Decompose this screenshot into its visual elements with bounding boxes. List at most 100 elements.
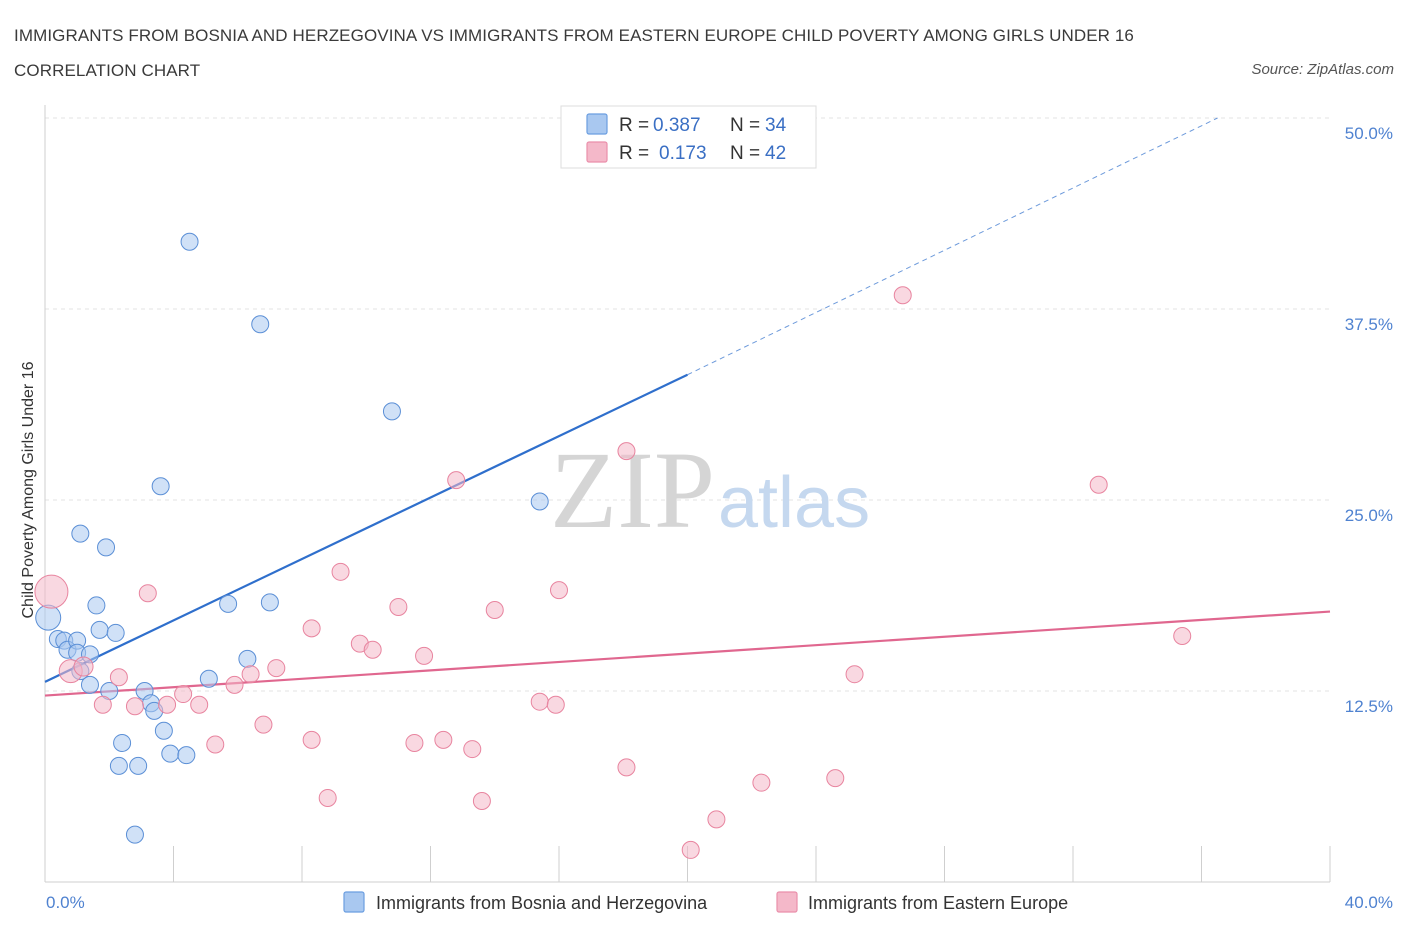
point-eastern-europe [206, 735, 225, 754]
legend-n-value-1: 34 [765, 115, 787, 136]
point-eastern-europe [530, 692, 549, 711]
trend-line-bosnia [44, 373, 688, 683]
point-eastern-europe [826, 769, 845, 788]
point-eastern-europe [174, 685, 193, 704]
point-bosnia [87, 596, 106, 615]
point-eastern-europe [318, 788, 337, 807]
point-bosnia [106, 623, 125, 642]
point-eastern-europe [138, 584, 157, 603]
legend-n-value-2: 42 [765, 143, 786, 164]
trend-line-bosnia-extrapolated [687, 117, 1218, 376]
y-tick-labels: 12.5% 25.0% 37.5% 50.0% [1345, 124, 1393, 716]
point-bosnia [251, 315, 270, 334]
y-axis-label: Child Poverty Among Girls Under 16 [20, 361, 37, 618]
y-tick-label: 37.5% [1345, 315, 1393, 334]
point-bosnia [177, 746, 196, 765]
y-tick-label: 25.0% [1345, 506, 1393, 525]
point-bosnia [260, 593, 279, 612]
legend-r-label-2: R = [619, 143, 649, 164]
legend-swatch-eastern-europe [586, 141, 608, 163]
point-bosnia [382, 402, 401, 421]
point-eastern-europe [225, 675, 244, 694]
point-bosnia [219, 594, 238, 613]
point-eastern-europe [617, 758, 636, 777]
point-eastern-europe [1173, 626, 1192, 645]
chart-title: IMMIGRANTS FROM BOSNIA AND HERZEGOVINA V… [14, 26, 1134, 80]
legend-n-label-2: N = [730, 143, 760, 164]
trend-lines [44, 117, 1331, 697]
legend-r-label-1: R = [619, 115, 649, 136]
point-eastern-europe [109, 668, 128, 687]
point-eastern-europe [158, 695, 177, 714]
point-eastern-europe [363, 640, 382, 659]
point-bosnia [35, 604, 62, 631]
point-bosnia [109, 756, 128, 775]
legend-r-value-2: 0.173 [659, 143, 707, 164]
point-eastern-europe [681, 840, 700, 859]
point-eastern-europe [405, 733, 424, 752]
axes [44, 105, 1331, 883]
point-eastern-europe [34, 574, 69, 609]
watermark: ZIP atlas [550, 429, 870, 551]
point-eastern-europe [550, 581, 568, 600]
source-label: Source: ZipAtlas.com [1251, 61, 1394, 78]
point-bosnia [180, 232, 199, 251]
point-eastern-europe [302, 619, 321, 638]
point-eastern-europe [463, 740, 482, 759]
point-eastern-europe [1089, 475, 1108, 494]
point-eastern-europe [415, 646, 434, 665]
point-eastern-europe [389, 597, 408, 616]
point-eastern-europe [485, 601, 504, 620]
point-eastern-europe [893, 286, 912, 305]
point-bosnia [151, 477, 170, 496]
correlation-legend: R = 0.387 N = 34 R = 0.173 N = 42 [560, 105, 817, 169]
point-bosnia [113, 733, 132, 752]
point-eastern-europe [447, 471, 466, 490]
point-eastern-europe [73, 656, 94, 677]
point-eastern-europe [302, 730, 321, 749]
x-tick-label: 40.0% [1345, 893, 1393, 912]
watermark-atlas: atlas [718, 463, 870, 543]
point-bosnia [154, 721, 173, 740]
legend-swatch-bosnia [586, 113, 608, 135]
y-tick-label: 12.5% [1345, 697, 1393, 716]
series-legend: Immigrants from Bosnia and Herzegovina I… [343, 891, 1068, 913]
point-eastern-europe [125, 697, 144, 716]
data-points [34, 232, 1192, 859]
point-eastern-europe [267, 659, 286, 678]
point-bosnia [238, 649, 257, 668]
point-eastern-europe [331, 562, 350, 581]
x-tick-label: 0.0% [46, 893, 85, 912]
point-eastern-europe [707, 810, 726, 829]
trend-line-eastern-europe [44, 610, 1331, 697]
point-eastern-europe [845, 665, 864, 684]
point-bosnia [90, 620, 109, 639]
point-eastern-europe [617, 442, 636, 461]
point-bosnia [129, 756, 148, 775]
point-bosnia [97, 538, 116, 557]
point-eastern-europe [752, 773, 771, 792]
point-bosnia [199, 669, 218, 688]
x-tick-labels: 0.0% 40.0% [46, 893, 1393, 912]
point-eastern-europe [472, 792, 491, 811]
y-tick-label: 50.0% [1345, 124, 1393, 143]
point-bosnia [125, 825, 144, 844]
point-eastern-europe [93, 695, 112, 714]
series-legend-swatch-bosnia [343, 891, 365, 913]
series-legend-eastern-europe: Immigrants from Eastern Europe [808, 893, 1068, 913]
legend-r-value-1: 0.387 [653, 115, 701, 136]
point-eastern-europe [190, 695, 209, 714]
series-legend-swatch-eastern-europe [776, 891, 798, 913]
point-bosnia [530, 492, 549, 511]
series-legend-bosnia: Immigrants from Bosnia and Herzegovina [376, 893, 708, 913]
point-eastern-europe [241, 665, 260, 684]
point-bosnia [80, 675, 99, 694]
point-eastern-europe [254, 715, 273, 734]
legend-n-label-1: N = [730, 115, 760, 136]
point-bosnia [71, 524, 90, 543]
point-eastern-europe [546, 695, 565, 714]
point-eastern-europe [434, 730, 453, 749]
point-bosnia [161, 744, 180, 763]
grid-lines [45, 117, 1330, 692]
